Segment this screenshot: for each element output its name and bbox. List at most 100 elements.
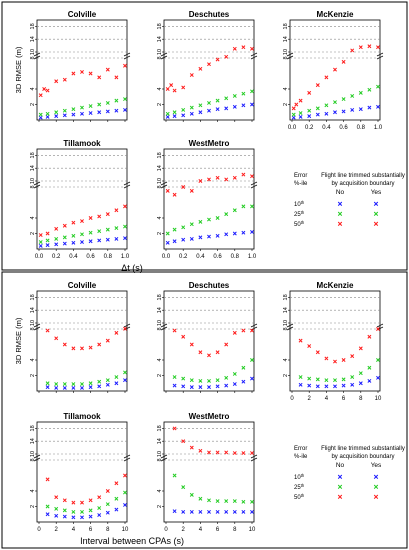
data-point [123,490,127,495]
legend-marker [373,484,379,489]
data-point [250,328,254,333]
axis-break-mark [286,323,294,331]
legend-row-label: 10th [294,473,305,482]
data-point [315,377,320,382]
data-point [123,97,127,102]
series-50th [165,172,254,197]
x-tick-label: 0 [164,527,168,533]
data-point [62,508,67,513]
data-point [189,509,194,514]
data-point [80,111,84,116]
legend: Error %-ile Flight line trimmed substantia… [294,446,405,501]
y-tick-label: 2 [30,232,36,235]
series-25th [172,358,254,383]
data-point [250,358,254,362]
data-point [198,103,203,108]
data-point [45,111,50,116]
y-tick-label: 2 [30,103,36,106]
data-point [88,111,93,115]
data-point [367,87,372,92]
data-point [341,377,346,382]
data-point [172,509,177,514]
x-tick-label: 0 [37,527,41,533]
y-tick-label: 4 [283,358,289,361]
panel-frame [163,290,255,392]
data-point [241,103,246,108]
legend-error-label: Error [294,446,307,452]
data-point [80,346,84,351]
data-point [181,237,186,242]
series-10th [38,236,127,248]
data-point [80,232,84,237]
data-point [250,376,254,381]
data-point [172,192,177,197]
data-point [54,236,59,241]
data-point [250,46,254,51]
data-point [250,451,254,455]
y-tick-label: 14 [30,307,36,313]
data-point [224,212,229,217]
series-50th [172,328,254,358]
data-point [97,214,102,219]
data-point [224,383,229,388]
data-point [358,381,363,386]
y-tick-label: 14 [157,438,163,444]
y-tick-label: 14 [157,165,163,171]
x-tick-label: 0.2 [52,254,61,260]
y-tick-label: 4 [283,87,289,90]
data-point [38,233,43,238]
data-point [114,496,119,501]
data-point [250,174,254,179]
y-tick-label: 8 [283,56,289,59]
y-tick-label: 18 [283,23,289,29]
series-50th [291,44,380,111]
x-tick-label: 1.0 [248,254,257,260]
data-point [333,100,337,105]
series-25th [38,97,127,117]
data-point [250,509,254,514]
data-point [250,204,254,209]
x-tick-label: 10 [249,527,256,533]
y-tick-label: 10 [30,451,36,457]
data-point [62,108,67,113]
data-point [123,502,127,507]
data-point [307,383,312,388]
data-point [215,216,220,220]
data-point [341,97,346,102]
data-point [241,499,246,504]
data-point [241,230,246,235]
data-point [198,235,203,240]
data-point [207,378,211,383]
data-point [97,379,102,384]
data-point [62,235,67,240]
data-point [172,239,177,244]
series-10th [165,229,254,245]
axis-break-mark [250,181,258,189]
data-point [45,385,50,390]
data-point [97,513,102,517]
data-point [298,338,303,343]
data-point [88,345,93,350]
y-tick-label: 18 [30,152,36,158]
data-point [215,509,220,514]
data-point [324,356,329,361]
y-axis-label: 3D RMSE (m) [14,317,23,364]
y-tick-label: 8 [157,327,163,330]
data-point [88,508,93,513]
y-tick-label: 2 [283,374,289,377]
y-tick-label: 10 [283,320,289,326]
panel-frame [36,19,128,121]
data-point [189,73,194,78]
data-point [241,91,246,96]
data-point [54,336,59,341]
y-tick-label: 10 [283,49,289,55]
y-tick-label: 8 [157,458,163,461]
data-point [358,107,363,112]
legend-marker [337,494,343,499]
legend-no: No [336,189,345,196]
series-50th [172,426,254,455]
data-point [71,112,76,117]
y-tick-label: 8 [157,185,163,188]
